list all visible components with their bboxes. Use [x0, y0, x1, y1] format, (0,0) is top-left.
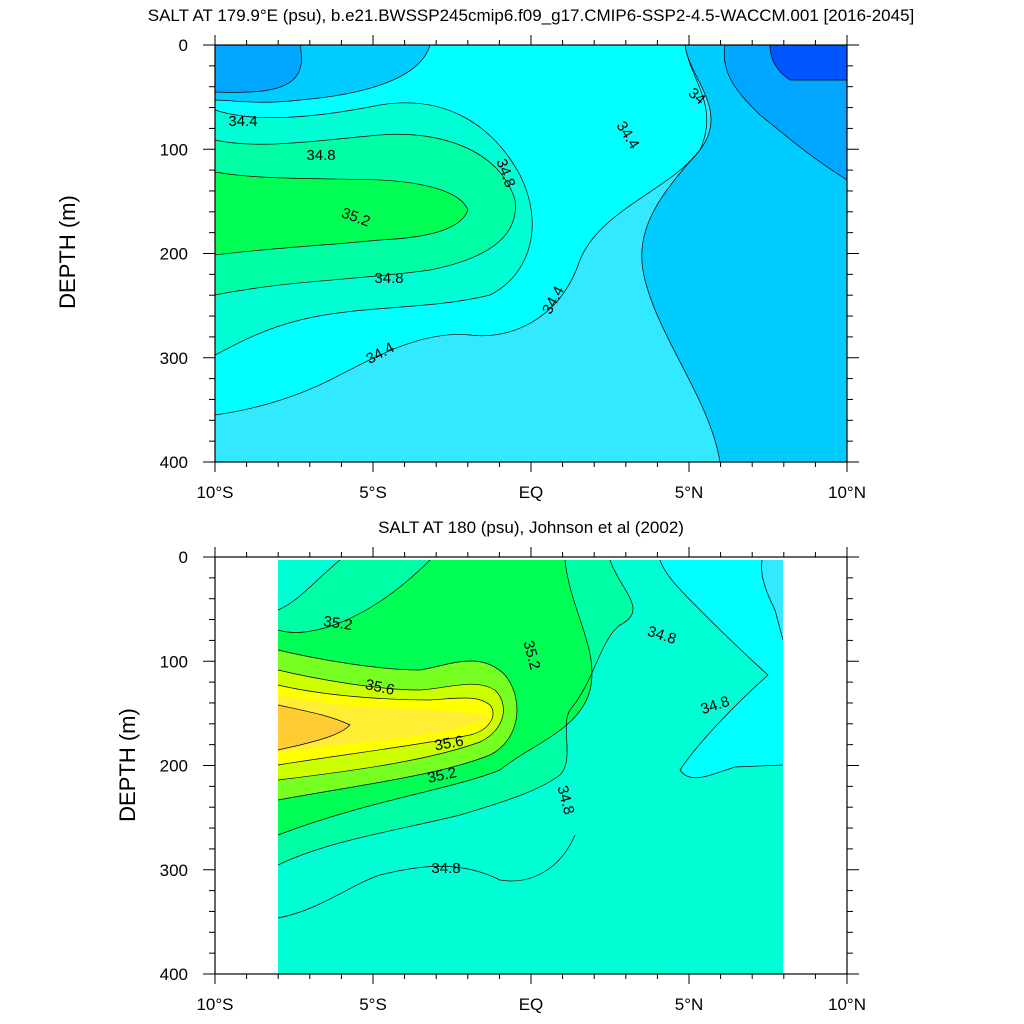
panel2-clabel: 35.6: [433, 733, 465, 755]
y-tick-label: 400: [160, 965, 188, 984]
panel1-band-33-8-right: [770, 45, 847, 80]
panel1-clabel: 34.4: [228, 113, 257, 130]
panel1-clabel: 34.8: [374, 270, 403, 287]
panel1-axes: 10°S 5°S EQ 5°N 10°N 0 100 200 300 400: [160, 35, 866, 502]
panel2-band-36-0: [278, 705, 350, 750]
panel2-clabel: 35.6: [364, 676, 396, 699]
panel2-contour-lines: [277, 559, 784, 919]
x-tick-label: 5°N: [675, 995, 704, 1014]
x-tick-label: 10°S: [196, 483, 233, 502]
y-tick-label: 200: [160, 245, 188, 264]
panel2-clabel: 35.2: [520, 639, 544, 672]
panel1-contour-lines: [214, 44, 848, 463]
y-tick-label: 0: [179, 548, 188, 567]
x-tick-label: 5°S: [359, 995, 387, 1014]
panel1-ylabel: DEPTH (m): [55, 195, 80, 309]
y-tick-label: 200: [160, 757, 188, 776]
panel2-contour-fill: [278, 560, 783, 974]
y-tick-label: 300: [160, 349, 188, 368]
panel1-band-34-2-right: [641, 45, 847, 462]
y-tick-label: 300: [160, 861, 188, 880]
x-tick-label: EQ: [519, 995, 544, 1014]
x-tick-label: EQ: [519, 483, 544, 502]
x-tick-label: 10°S: [196, 995, 233, 1014]
panel2-clabel: 34.8: [431, 860, 460, 877]
panel2-contour-labels: 35.2 35.6 35.6 35.2 35.2 34.8 34.8 34.8 …: [322, 613, 731, 877]
panel1-clabel: 34.8: [306, 147, 335, 164]
panel2-ylabel: DEPTH (m): [115, 708, 140, 822]
y-tick-label: 400: [160, 453, 188, 472]
panel1-band-35-2: [215, 172, 468, 255]
x-tick-label: 10°N: [828, 483, 866, 502]
panel2-clabel: 35.2: [322, 613, 353, 634]
panel2-axes: 10°S 5°S EQ 5°N 10°N 0 100 200 300 400: [160, 547, 866, 1014]
y-tick-label: 100: [160, 652, 188, 671]
panel2-band-35-9: [278, 695, 490, 752]
y-tick-label: 0: [179, 36, 188, 55]
panel2-band-34-4-right: [761, 560, 783, 640]
panel2-clabel: 34.8: [554, 784, 578, 817]
panel1-band-34-0-left: [215, 45, 302, 93]
x-tick-label: 5°S: [359, 483, 387, 502]
panel1-contour-fill: [215, 45, 847, 462]
y-tick-label: 100: [160, 140, 188, 159]
x-tick-label: 10°N: [828, 995, 866, 1014]
panel1-title: SALT AT 179.9°E (psu), b.e21.BWSSP245cmi…: [148, 6, 915, 25]
panel2-title: SALT AT 180 (psu), Johnson et al (2002): [378, 518, 684, 537]
panel2-band-34-6-right: [660, 560, 783, 778]
x-tick-label: 5°N: [675, 483, 704, 502]
panel2-clabel: 35.2: [426, 764, 458, 787]
